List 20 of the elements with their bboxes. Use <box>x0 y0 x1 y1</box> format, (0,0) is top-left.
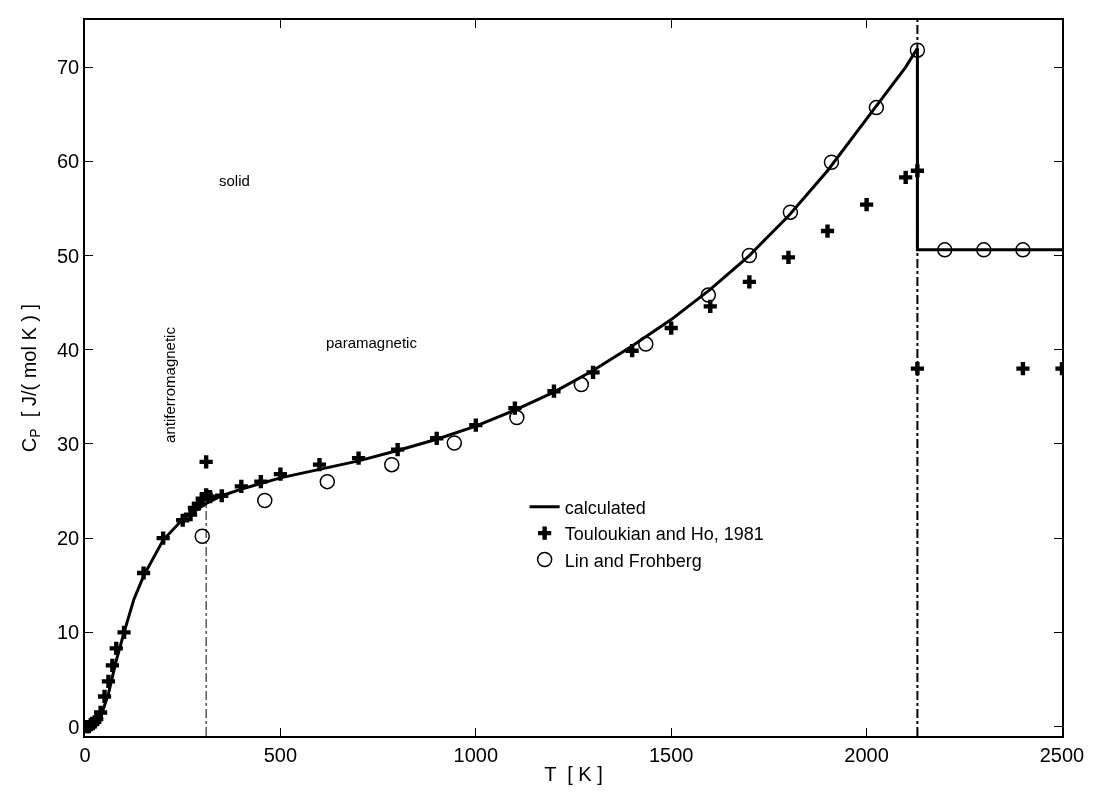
x-tick-label: 2500 <box>1039 743 1085 766</box>
y-tick-label: 40 <box>57 338 80 361</box>
legend-label: Lin and Frohberg <box>564 550 702 571</box>
legend-label: calculated <box>564 497 646 518</box>
y-tick-label: 50 <box>57 244 80 267</box>
x-tick-label: 500 <box>263 743 298 766</box>
y-tick-label: 30 <box>57 432 80 455</box>
annotation: antiferromagnetic <box>160 326 178 443</box>
annotation: paramagnetic <box>326 334 418 351</box>
x-tick-label: 1000 <box>453 743 499 766</box>
y-tick-label: 10 <box>57 621 80 644</box>
y-tick-label: 0 <box>68 715 80 738</box>
y-tick-label: 70 <box>57 56 80 79</box>
x-axis-title: T [ K ] <box>544 762 603 785</box>
legend-label: Touloukian and Ho, 1981 <box>564 524 764 545</box>
y-tick-label: 20 <box>57 527 80 550</box>
x-tick-label: 2000 <box>844 743 889 766</box>
annotation: solid <box>219 172 250 189</box>
x-tick-label: 1500 <box>648 743 694 766</box>
y-tick-label: 60 <box>57 150 80 173</box>
